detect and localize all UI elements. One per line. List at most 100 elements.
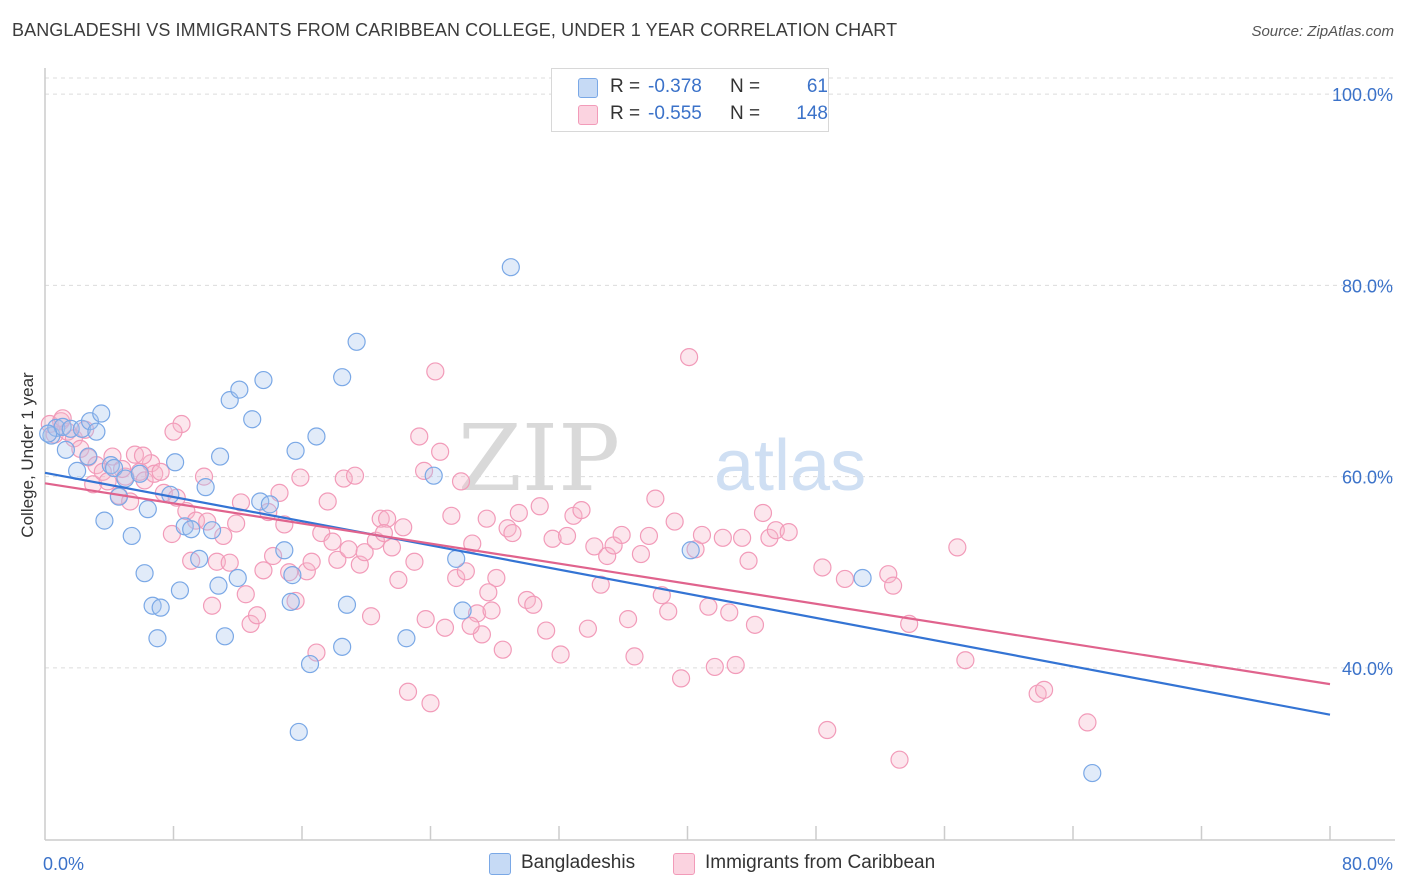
bangladeshi-point xyxy=(228,568,247,588)
caribbean-point xyxy=(328,550,347,569)
caribbean-point xyxy=(302,552,321,571)
bottom-legend-label: Immigrants from Caribbean xyxy=(705,852,936,873)
caribbean-point xyxy=(692,525,712,545)
bangladeshi-point xyxy=(87,422,106,441)
bottom-legend-label: Bangladeshis xyxy=(521,852,636,873)
caribbean-point xyxy=(426,362,445,381)
caribbean-point xyxy=(414,461,434,480)
caribbean-point xyxy=(739,551,758,570)
caribbean-point xyxy=(339,540,358,559)
caribbean-point xyxy=(591,575,610,594)
bangladeshi-point xyxy=(135,564,154,583)
caribbean-point xyxy=(956,651,975,670)
caribbean-point xyxy=(145,464,164,483)
bangladeshi-point xyxy=(151,598,170,617)
legend-n-label: N = xyxy=(730,76,761,97)
watermark-zip: ZIP xyxy=(458,405,620,512)
bangladeshi-point xyxy=(101,456,120,475)
caribbean-point xyxy=(405,552,424,571)
bangladeshi-point xyxy=(122,526,141,546)
bangladeshi-point xyxy=(281,592,300,611)
caribbean-point xyxy=(779,522,798,542)
caribbean-point xyxy=(463,534,482,553)
bangladeshi-point xyxy=(275,541,294,560)
caribbean-point xyxy=(745,615,765,634)
caribbean-point xyxy=(389,570,408,590)
chart-title: BANGLADESHI VS IMMIGRANTS FROM CARIBBEAN… xyxy=(12,20,898,40)
series-caribbean-points xyxy=(40,347,1097,769)
caribbean-point xyxy=(133,446,153,465)
caribbean-point xyxy=(524,595,543,614)
x-tick-label: 0.0% xyxy=(43,854,84,874)
caribbean-point xyxy=(509,503,528,523)
bangladeshi-point xyxy=(501,258,520,277)
y-axis-label: College, Under 1 year xyxy=(18,372,37,538)
caribbean-point xyxy=(631,544,651,564)
caribbean-point xyxy=(297,562,316,581)
caribbean-point xyxy=(227,514,246,533)
caribbean-point xyxy=(334,469,353,488)
bangladeshi-point xyxy=(210,447,230,466)
caribbean-point xyxy=(291,468,310,487)
caribbean-point xyxy=(374,523,394,543)
caribbean-point xyxy=(431,442,450,461)
caribbean-point xyxy=(477,509,496,528)
caribbean-point xyxy=(378,509,397,528)
caribbean-point xyxy=(639,526,659,546)
caribbean-point xyxy=(883,576,903,595)
caribbean-point xyxy=(625,647,644,666)
axes xyxy=(44,68,1395,841)
trend-line-bangladeshis xyxy=(44,471,1331,716)
bangladeshi-point xyxy=(215,627,234,646)
bangladeshi-point xyxy=(182,520,201,539)
caribbean-point xyxy=(442,506,461,525)
caribbean-point xyxy=(487,568,506,588)
caribbean-point xyxy=(254,561,273,580)
caribbean-point xyxy=(361,607,381,626)
caribbean-point xyxy=(1034,680,1054,699)
bottom-legend-swatch-caribbean xyxy=(673,853,695,875)
caribbean-point xyxy=(307,643,326,662)
caribbean-point xyxy=(598,546,617,566)
bangladeshi-point xyxy=(260,495,279,514)
bangladeshi-point xyxy=(333,637,352,656)
bangladeshi-point xyxy=(138,500,157,519)
bangladeshi-point xyxy=(202,521,222,540)
x-tick-label: 80.0% xyxy=(1342,854,1393,874)
bangladeshi-point xyxy=(39,424,58,443)
bangladeshi-point xyxy=(148,629,167,648)
caribbean-point xyxy=(231,493,251,512)
bangladeshi-point xyxy=(337,595,357,614)
bangladeshi-point xyxy=(92,404,111,423)
legend-r-label: R = xyxy=(610,76,641,97)
caribbean-point xyxy=(398,682,418,701)
bangladeshi-point xyxy=(130,464,149,483)
series-bangladeshis-points xyxy=(39,258,1102,783)
caribbean-point xyxy=(451,472,471,491)
bangladeshi-point xyxy=(230,380,249,399)
bangladeshi-point xyxy=(453,601,472,620)
caribbean-point xyxy=(680,347,699,367)
caribbean-point xyxy=(479,583,498,602)
y-tick-labels: 40.0% 60.0% 80.0% 100.0% xyxy=(1332,85,1393,679)
bangladeshi-point xyxy=(289,722,308,742)
bangladeshi-point xyxy=(243,410,262,429)
trend-line-caribbean xyxy=(44,482,1331,686)
caribbean-point xyxy=(753,503,773,523)
caribbean-point xyxy=(220,553,239,572)
caribbean-point xyxy=(572,500,591,520)
caribbean-point xyxy=(665,512,684,531)
y-tick-label: 60.0% xyxy=(1342,468,1393,488)
caribbean-point xyxy=(214,526,233,546)
caribbean-point xyxy=(720,603,739,622)
caribbean-point xyxy=(530,497,549,516)
caribbean-point xyxy=(726,655,745,675)
caribbean-point xyxy=(890,750,909,769)
bangladeshi-point xyxy=(853,568,872,588)
legend-r-label: R = xyxy=(610,103,641,124)
correlation-legend: R = -0.378 N = 61 R = -0.555 N = 148 xyxy=(551,68,829,132)
legend-n-value: 61 xyxy=(806,76,828,97)
legend-n-label: N = xyxy=(730,103,761,124)
caribbean-point xyxy=(652,586,671,605)
